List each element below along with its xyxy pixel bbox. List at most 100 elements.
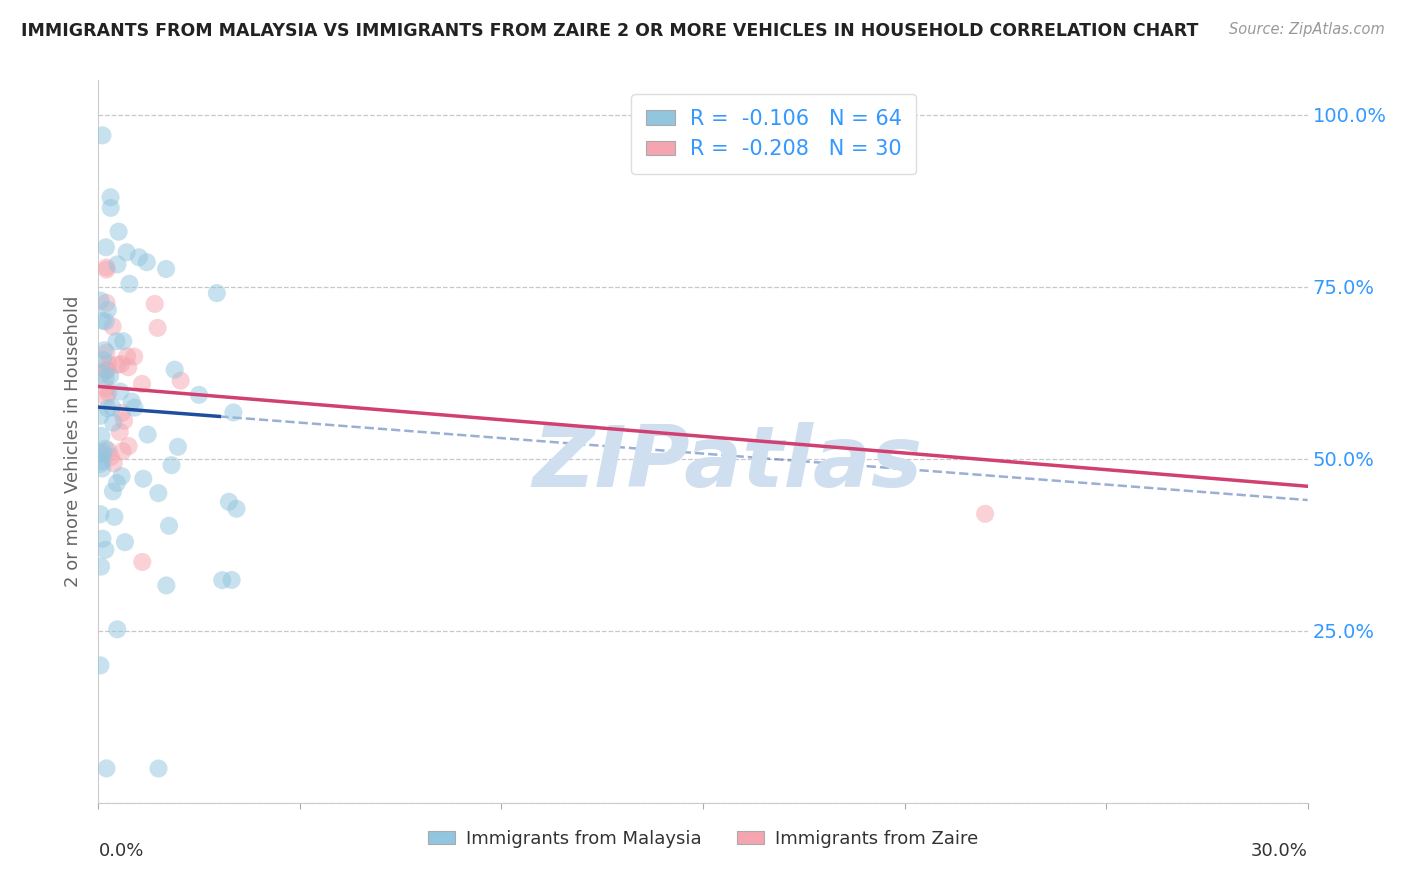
Point — [101, 401, 124, 415]
Point — [91, 352, 114, 367]
Point — [94, 542, 117, 557]
Point — [98, 369, 121, 384]
Point — [117, 360, 139, 375]
Point — [103, 456, 125, 470]
Point — [112, 414, 135, 428]
Point — [91, 454, 114, 468]
Point — [155, 262, 177, 277]
Point — [91, 128, 114, 143]
Point — [89, 293, 111, 308]
Point — [211, 573, 233, 587]
Point — [118, 277, 141, 291]
Point — [110, 357, 132, 371]
Text: Source: ZipAtlas.com: Source: ZipAtlas.com — [1229, 22, 1385, 37]
Point — [155, 578, 177, 592]
Point — [103, 509, 125, 524]
Point — [90, 367, 112, 381]
Point — [122, 350, 145, 364]
Point — [89, 446, 111, 460]
Point — [132, 472, 155, 486]
Point — [974, 507, 997, 521]
Point — [97, 302, 120, 317]
Point — [100, 450, 122, 464]
Point — [91, 461, 114, 475]
Point — [112, 334, 135, 349]
Point — [136, 427, 159, 442]
Point — [103, 416, 125, 430]
Point — [111, 406, 134, 420]
Point — [188, 388, 211, 402]
Point — [128, 250, 150, 264]
Point — [117, 439, 139, 453]
Point — [94, 442, 117, 456]
Legend: Immigrants from Malaysia, Immigrants from Zaire: Immigrants from Malaysia, Immigrants fro… — [420, 822, 986, 855]
Point — [100, 201, 122, 215]
Point — [94, 314, 117, 328]
Point — [96, 761, 118, 775]
Point — [100, 190, 122, 204]
Point — [94, 371, 117, 385]
Point — [135, 255, 157, 269]
Point — [160, 458, 183, 472]
Point — [105, 334, 128, 349]
Y-axis label: 2 or more Vehicles in Household: 2 or more Vehicles in Household — [65, 296, 83, 587]
Point — [143, 297, 166, 311]
Point — [169, 374, 191, 388]
Point — [146, 321, 169, 335]
Point — [94, 240, 117, 254]
Point — [115, 245, 138, 260]
Point — [91, 314, 114, 328]
Point — [107, 225, 129, 239]
Point — [218, 495, 240, 509]
Point — [96, 260, 118, 275]
Point — [225, 501, 247, 516]
Point — [96, 390, 118, 404]
Point — [110, 384, 132, 399]
Point — [121, 394, 143, 409]
Text: ZIPatlas: ZIPatlas — [531, 422, 922, 505]
Point — [111, 469, 134, 483]
Point — [97, 357, 120, 371]
Point — [91, 532, 114, 546]
Point — [96, 345, 118, 359]
Point — [157, 518, 180, 533]
Point — [111, 444, 134, 458]
Point — [105, 476, 128, 491]
Point — [91, 445, 114, 459]
Point — [89, 457, 111, 471]
Point — [96, 363, 118, 377]
Point — [96, 262, 118, 277]
Point — [124, 401, 146, 415]
Point — [205, 286, 228, 301]
Point — [131, 555, 153, 569]
Point — [108, 425, 131, 439]
Point — [163, 362, 186, 376]
Point — [97, 386, 120, 401]
Point — [115, 349, 138, 363]
Point — [97, 401, 120, 416]
Point — [167, 440, 190, 454]
Text: IMMIGRANTS FROM MALAYSIA VS IMMIGRANTS FROM ZAIRE 2 OR MORE VEHICLES IN HOUSEHOL: IMMIGRANTS FROM MALAYSIA VS IMMIGRANTS F… — [21, 22, 1198, 40]
Point — [89, 658, 111, 673]
Point — [96, 382, 118, 396]
Point — [148, 486, 170, 500]
Text: 0.0%: 0.0% — [98, 842, 143, 860]
Point — [148, 762, 170, 776]
Point — [93, 343, 115, 358]
Point — [97, 443, 120, 458]
Point — [89, 409, 111, 423]
Point — [107, 257, 129, 271]
Point — [221, 573, 243, 587]
Point — [101, 319, 124, 334]
Point — [96, 296, 118, 310]
Point — [90, 429, 112, 443]
Point — [131, 376, 153, 391]
Point — [101, 484, 124, 499]
Point — [105, 358, 128, 372]
Point — [90, 559, 112, 574]
Point — [89, 507, 111, 521]
Point — [222, 405, 245, 419]
Point — [96, 364, 118, 378]
Point — [114, 535, 136, 549]
Text: 30.0%: 30.0% — [1251, 842, 1308, 860]
